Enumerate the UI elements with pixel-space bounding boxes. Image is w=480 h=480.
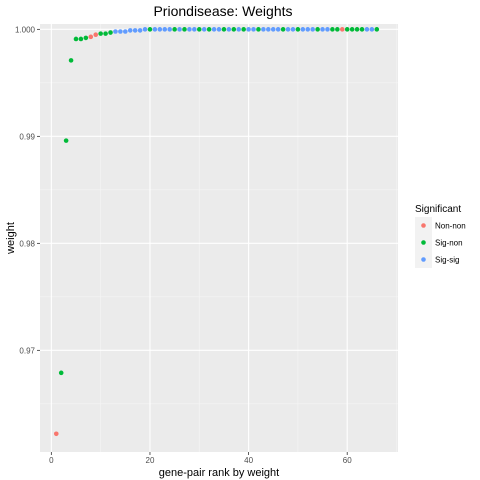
data-point-sig-sig [142, 27, 148, 32]
data-point-sig-sig [127, 28, 133, 33]
x-tick-label: 40 [244, 456, 253, 465]
data-point-sig-sig [275, 27, 281, 32]
data-point-sig-non [374, 27, 380, 32]
x-axis-label: gene-pair rank by weight [159, 467, 279, 479]
legend-marker [421, 257, 426, 262]
data-point-sig-sig [113, 29, 118, 34]
data-point-sig-sig [211, 27, 217, 32]
data-point-sig-sig [177, 27, 182, 32]
data-point-non-non [339, 27, 345, 32]
data-point-sig-non [78, 36, 84, 42]
y-tick-label: 0.98 [19, 239, 35, 248]
chart-title: Priondisease: Weights [153, 3, 293, 19]
data-point-sig-non [108, 30, 113, 35]
data-point-sig-sig [157, 27, 163, 32]
data-point-sig-non [147, 27, 153, 32]
data-point-sig-non [206, 27, 212, 32]
legend-marker [421, 223, 426, 228]
y-axis-label: weight [5, 222, 17, 255]
data-point-sig-non [359, 27, 365, 32]
data-point-sig-non [330, 27, 335, 32]
data-point-sig-sig [152, 27, 158, 32]
data-point-sig-sig [236, 27, 242, 32]
data-point-sig-sig [300, 27, 306, 32]
data-point-non-non [88, 34, 94, 40]
data-point-sig-non [231, 27, 237, 32]
data-point-sig-sig [137, 28, 143, 33]
data-point-sig-non [63, 138, 69, 143]
y-tick-label: 0.97 [19, 346, 35, 355]
legend-label: Sig-sig [435, 256, 459, 265]
data-point-sig-sig [364, 27, 370, 32]
data-point-sig-non [315, 27, 320, 32]
data-point-sig-sig [216, 27, 222, 32]
x-tick-label: 20 [146, 456, 155, 465]
data-point-sig-sig [192, 27, 197, 32]
data-point-sig-non [182, 27, 187, 32]
data-point-sig-sig [162, 27, 168, 32]
data-point-sig-sig [246, 27, 251, 32]
data-point-sig-non [354, 27, 360, 32]
data-point-sig-non [172, 27, 177, 32]
data-point-sig-sig [187, 27, 192, 32]
y-tick-label: 1.000 [15, 25, 36, 34]
data-point-sig-non [196, 27, 202, 32]
data-point-sig-non [103, 31, 108, 36]
data-point-sig-non [98, 31, 103, 36]
data-point-sig-non [256, 27, 261, 32]
data-point-sig-sig [290, 27, 296, 32]
y-tick-label: 0.99 [19, 132, 35, 141]
plot-panel [40, 24, 398, 452]
data-point-sig-non [335, 27, 340, 32]
data-point-sig-sig [310, 27, 315, 32]
data-point-non-non [93, 32, 99, 37]
data-point-sig-sig [325, 27, 330, 32]
data-point-non-non [53, 431, 59, 437]
data-point-sig-sig [201, 27, 207, 32]
data-point-sig-sig [270, 27, 276, 32]
data-point-sig-non [58, 370, 64, 376]
data-point-sig-sig [167, 27, 172, 32]
legend: Significant Non-non Sig-non Sig-sig [415, 204, 466, 268]
data-point-sig-non [83, 35, 89, 41]
legend-label: Non-non [435, 222, 466, 231]
data-point-sig-non [344, 27, 350, 32]
data-point-sig-non [349, 27, 355, 32]
data-point-sig-non [280, 27, 286, 32]
data-point-sig-sig [123, 29, 128, 34]
data-point-sig-sig [266, 27, 271, 32]
data-point-sig-sig [261, 27, 266, 32]
data-points [53, 27, 380, 437]
legend-title: Significant [415, 204, 461, 215]
x-tick-label: 0 [49, 456, 54, 465]
data-point-sig-non [73, 36, 79, 42]
data-point-sig-sig [369, 27, 375, 32]
x-tick-label: 60 [343, 456, 352, 465]
data-point-sig-sig [226, 27, 232, 32]
tick-labels: 0 20 40 60 0.97 0.98 0.99 1.000 [15, 25, 352, 465]
data-point-sig-sig [118, 29, 123, 34]
data-point-sig-sig [132, 28, 138, 33]
legend-label: Sig-non [435, 239, 463, 248]
data-point-sig-non [241, 27, 246, 32]
data-point-sig-non [295, 27, 301, 32]
axis-ticks [37, 28, 348, 455]
data-point-sig-sig [285, 27, 291, 32]
data-point-sig-non [221, 27, 227, 32]
data-point-sig-sig [305, 27, 311, 32]
data-point-sig-sig [251, 27, 256, 32]
data-point-sig-non [68, 58, 74, 63]
grid-minor [40, 24, 398, 452]
data-point-sig-sig [320, 27, 325, 32]
legend-marker [421, 240, 426, 245]
